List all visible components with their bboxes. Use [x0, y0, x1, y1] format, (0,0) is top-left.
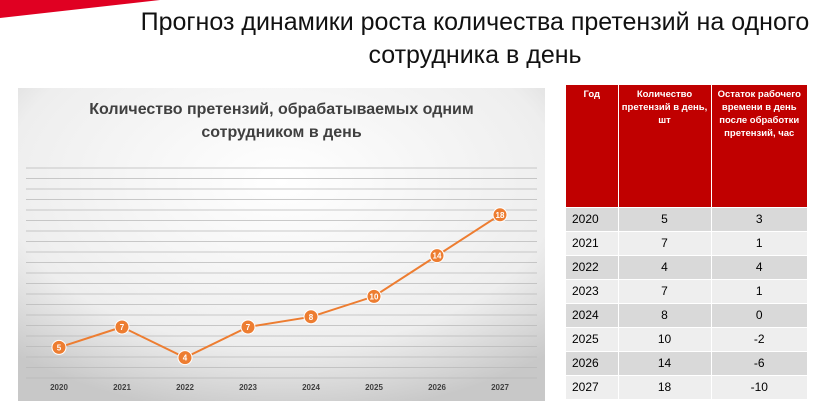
data-label: 10	[370, 292, 379, 301]
cell-claims: 14	[618, 350, 712, 375]
data-point: 5	[51, 339, 67, 355]
data-point-marker	[177, 350, 193, 366]
x-tick-label: 2022	[176, 383, 194, 392]
data-label: 8	[309, 313, 314, 322]
data-point-marker	[114, 319, 130, 335]
series-points: 5 7 4 7 8 10 14 18	[51, 207, 508, 366]
data-point: 14	[429, 248, 445, 264]
page-title: Прогноз динамики роста количества претен…	[140, 8, 810, 69]
cell-claims: 7	[618, 278, 712, 303]
data-point: 7	[240, 319, 256, 335]
chart-title: Количество претензий, обрабатываемых одн…	[89, 101, 474, 141]
data-point: 7	[114, 319, 130, 335]
cell-remaining: 3	[711, 206, 807, 231]
line-chart-panel: 5 7 4 7 8 10 14 18 2020 2021 2022 2023 2024 2025 2026…	[18, 88, 545, 401]
line-chart: 5 7 4 7 8 10 14 18 2020 2021 2022 2023 2024 2025 2026…	[18, 88, 545, 401]
table-row: 2026 14 -6	[566, 350, 807, 375]
header-year: Год	[566, 85, 619, 207]
cell-claims: 5	[618, 206, 712, 231]
data-point-marker	[366, 288, 382, 304]
data-point: 18	[492, 207, 508, 223]
data-label: 7	[246, 323, 251, 332]
cell-remaining: 1	[711, 278, 807, 303]
data-point-marker	[240, 319, 256, 335]
cell-year: 2026	[566, 350, 619, 375]
data-label: 4	[183, 354, 188, 363]
cell-claims: 10	[618, 326, 712, 351]
table-row: 2024 8 0	[566, 302, 807, 327]
red-accent-stripe	[0, 0, 813, 60]
gridlines	[26, 167, 537, 379]
data-point: 4	[177, 350, 193, 366]
data-point-marker	[429, 248, 445, 264]
data-label: 5	[57, 343, 62, 352]
cell-remaining: 1	[711, 230, 807, 255]
series-line-path	[58, 213, 501, 359]
data-point: 10	[366, 288, 382, 304]
x-axis-labels: 2020 2021 2022 2023 2024 2025 2026 2027	[50, 383, 509, 392]
cell-remaining: 4	[711, 254, 807, 279]
table-row: 2025 10 -2	[566, 326, 807, 351]
data-table: Год Количество претензий в день, шт Оста…	[566, 85, 807, 399]
cell-remaining: -6	[711, 350, 807, 375]
cell-year: 2021	[566, 230, 619, 255]
table-row: 2023 7 1	[566, 278, 807, 303]
x-tick-label: 2024	[302, 383, 320, 392]
table-header-row: Год Количество претензий в день, шт Оста…	[566, 85, 807, 207]
cell-claims: 7	[618, 230, 712, 255]
cell-year: 2022	[566, 254, 619, 279]
data-label: 14	[433, 252, 442, 261]
cell-remaining: -10	[711, 374, 807, 399]
x-tick-label: 2020	[50, 383, 68, 392]
data-point: 8	[303, 309, 319, 325]
data-point-marker	[303, 309, 319, 325]
data-point-marker	[492, 207, 508, 223]
data-label: 7	[120, 323, 125, 332]
table-row: 2022 4 4	[566, 254, 807, 279]
header-claims-per-day: Количество претензий в день, шт	[618, 85, 712, 207]
cell-year: 2023	[566, 278, 619, 303]
data-label: 18	[496, 211, 505, 220]
x-tick-label: 2025	[365, 383, 383, 392]
chart-background	[18, 88, 545, 401]
series-line	[58, 213, 501, 359]
table-row: 2020 5 3	[566, 206, 807, 231]
cell-claims: 8	[618, 302, 712, 327]
x-tick-label: 2021	[113, 383, 131, 392]
cell-claims: 4	[618, 254, 712, 279]
cell-remaining: 0	[711, 302, 807, 327]
cell-year: 2027	[566, 374, 619, 399]
header-remaining-time: Остаток рабочего времени в день после об…	[711, 85, 807, 207]
cell-remaining: -2	[711, 326, 807, 351]
table-row: 2021 7 1	[566, 230, 807, 255]
table-row: 2027 18 -10	[566, 374, 807, 399]
cell-year: 2025	[566, 326, 619, 351]
data-point-marker	[51, 339, 67, 355]
x-tick-label: 2026	[428, 383, 446, 392]
x-tick-label: 2023	[239, 383, 257, 392]
x-tick-label: 2027	[491, 383, 509, 392]
cell-year: 2020	[566, 206, 619, 231]
cell-year: 2024	[566, 302, 619, 327]
cell-claims: 18	[618, 374, 712, 399]
